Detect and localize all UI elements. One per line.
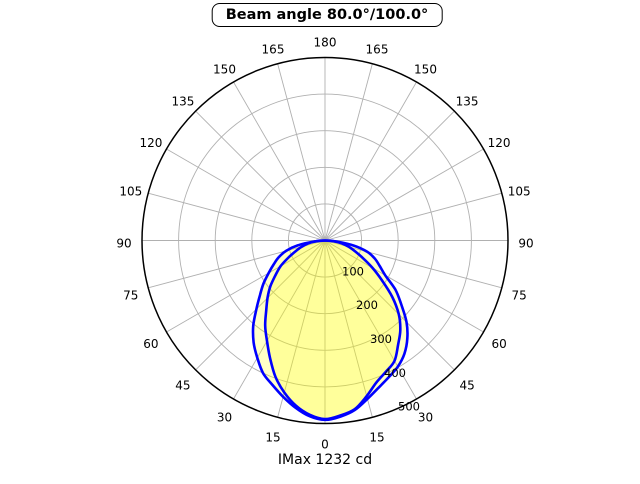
r-tick-label: 400 [384, 366, 406, 380]
chart-title-text: Beam angle 80.0°/100.0° [225, 7, 429, 23]
angle-tick-label: 150 [414, 62, 437, 76]
angle-tick-label: 90 [116, 237, 131, 251]
beam-curves [251, 239, 409, 422]
beam-fills [252, 240, 408, 420]
grid-spoke [324, 192, 502, 241]
angle-tick-label: 135 [456, 94, 479, 108]
angle-tick-label: 90 [518, 237, 533, 251]
grid-spoke [324, 240, 373, 418]
chart-title: Beam angle 80.0°/100.0° [211, 3, 443, 27]
grid-spoke [324, 240, 484, 333]
r-tick-label: 100 [342, 264, 364, 278]
grid-spoke [324, 240, 502, 289]
angle-tick-label: 0 [321, 438, 329, 452]
grid-spoke [233, 240, 326, 400]
angle-tick-label: 135 [171, 94, 194, 108]
grid-circle [178, 93, 472, 388]
grid-spoke [166, 240, 326, 333]
polar-grid [142, 57, 508, 424]
angle-tick-label: 60 [491, 337, 506, 351]
angle-tick-label: 165 [262, 42, 285, 56]
angle-tick-label: 105 [119, 185, 142, 199]
grid-circle [214, 130, 436, 351]
grid-spoke [324, 81, 417, 241]
angle-tick-label: 45 [175, 379, 190, 393]
outer-ring [141, 56, 509, 425]
angle-tick-label: 15 [369, 431, 384, 445]
grid-spoke [277, 63, 326, 241]
grid-circle [251, 166, 399, 315]
angle-tick-label: 45 [459, 379, 474, 393]
r-labels: 100 200 300 400 500 [342, 264, 420, 413]
grid-spoke [148, 240, 326, 289]
grid-spoke [166, 148, 326, 241]
grid-spoke [277, 240, 326, 418]
angle-tick-label: 165 [366, 42, 389, 56]
beam-curve-narrow-fill [265, 240, 401, 420]
angle-tick-label: 15 [265, 431, 280, 445]
angle-labels: 0 15 15 30 30 45 45 60 60 75 75 90 90 105 105 120 120 135… [116, 36, 533, 452]
angle-tick-label: 30 [217, 411, 232, 425]
beam-curve-wide-fill [252, 240, 408, 420]
grid-circle [287, 203, 363, 278]
grid-spoke [195, 110, 326, 241]
imax-label: IMax 1232 cd [277, 452, 373, 468]
r-tick-label: 300 [370, 332, 392, 346]
angle-tick-label: 75 [123, 289, 138, 303]
beam-curve-wide [251, 239, 409, 422]
r-tick-label: 500 [398, 400, 420, 414]
grid-spoke [324, 148, 484, 241]
grid-spoke [148, 192, 326, 241]
angle-tick-label: 30 [418, 411, 433, 425]
angle-tick-label: 60 [143, 337, 158, 351]
grid-spoke [195, 240, 326, 371]
angle-tick-label: 150 [213, 62, 236, 76]
grid-spoke [324, 63, 373, 241]
angle-tick-label: 120 [139, 136, 162, 150]
r-tick-label: 200 [356, 298, 378, 312]
grid-spoke [324, 110, 455, 241]
angle-tick-label: 105 [508, 185, 531, 199]
grid-spoke [233, 81, 326, 241]
angle-tick-label: 120 [488, 136, 511, 150]
angle-tick-label: 75 [512, 289, 527, 303]
angle-tick-label: 180 [314, 36, 337, 50]
grid-spoke [324, 240, 417, 400]
grid-spoke [324, 240, 455, 371]
